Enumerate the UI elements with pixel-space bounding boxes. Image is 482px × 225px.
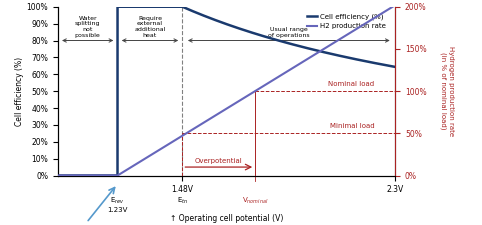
Y-axis label: Hydrogen production rate
(in % of nominal load): Hydrogen production rate (in % of nomina… [441, 46, 454, 136]
Text: E$_{rev}$
1.23V: E$_{rev}$ 1.23V [107, 196, 128, 213]
Text: Overpotential: Overpotential [195, 158, 242, 164]
Cell efficiency (%) [236, 27, 242, 30]
Cell efficiency (%) [162, 5, 168, 8]
H2 production rate [384, 9, 390, 11]
Line: H2 production rate: H2 production rate [58, 5, 395, 176]
Cell efficiency (%) [392, 65, 398, 68]
Legend: Cell efficiency (%), H2 production rate: Cell efficiency (%), H2 production rate [304, 10, 388, 32]
H2 production rate [217, 111, 223, 114]
Cell efficiency (%) [271, 38, 277, 41]
H2 production rate [55, 174, 61, 177]
Cell efficiency (%) [115, 5, 120, 8]
H2 production rate [215, 112, 221, 115]
Cell efficiency (%) [362, 60, 367, 62]
Text: Water
splitting
not
possible: Water splitting not possible [75, 16, 101, 38]
H2 production rate [238, 99, 243, 101]
H2 production rate [392, 4, 398, 7]
Text: Usual range
of operations: Usual range of operations [268, 27, 309, 38]
Text: V$_{nominal}$: V$_{nominal}$ [242, 196, 268, 206]
Text: Nominal load: Nominal load [328, 81, 375, 87]
X-axis label: ↑ Operating cell potential (V): ↑ Operating cell potential (V) [170, 214, 283, 223]
Text: E$_{tn}$: E$_{tn}$ [177, 196, 188, 206]
Line: Cell efficiency (%): Cell efficiency (%) [58, 7, 395, 176]
Cell efficiency (%) [55, 174, 61, 177]
Text: Require
external
additional
heat: Require external additional heat [134, 16, 166, 38]
Y-axis label: Cell efficiency (%): Cell efficiency (%) [15, 56, 24, 126]
Cell efficiency (%) [270, 38, 276, 40]
H2 production rate [256, 88, 262, 90]
H2 production rate [332, 41, 337, 44]
Text: Minimal load: Minimal load [330, 123, 375, 129]
Cell efficiency (%) [229, 25, 235, 27]
